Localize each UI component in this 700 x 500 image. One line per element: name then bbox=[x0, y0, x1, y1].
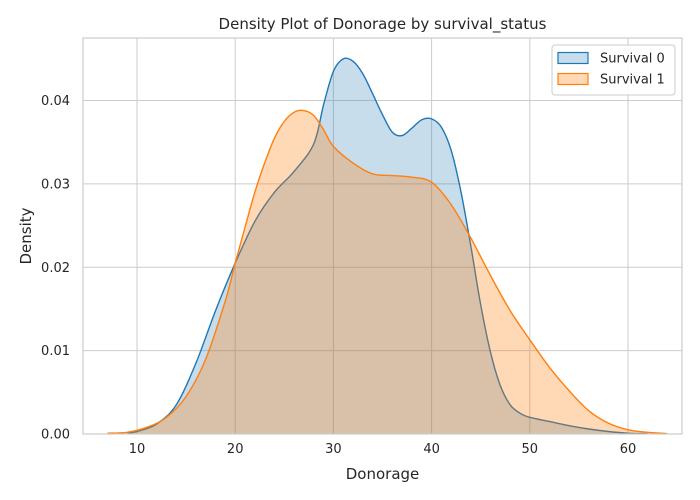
y-tick-label: 0.01 bbox=[41, 344, 70, 359]
legend-box bbox=[551, 44, 676, 96]
x-axis-label: Donorage bbox=[346, 465, 420, 483]
y-tick-label: 0.00 bbox=[41, 428, 70, 443]
density-line-series-0 bbox=[127, 57, 648, 435]
y-axis-label: Density bbox=[17, 207, 35, 264]
density-area-series-1 bbox=[107, 110, 668, 434]
legend-swatch-series-0 bbox=[557, 51, 589, 65]
y-tick-label: 0.02 bbox=[41, 261, 70, 276]
x-tick-label: 50 bbox=[522, 442, 539, 457]
x-tick-label: 10 bbox=[129, 442, 146, 457]
chart-title: Density Plot of Donorage by survival_sta… bbox=[219, 15, 547, 34]
x-tick-label: 30 bbox=[325, 442, 342, 457]
legend-swatch-series-1 bbox=[557, 72, 589, 86]
plot-border bbox=[82, 37, 683, 435]
plot-area: 10 20 30 40 50 60 0.00 0.01 0.02 0.03 0.04 bbox=[41, 37, 683, 457]
y-tick-label: 0.03 bbox=[41, 177, 70, 192]
x-tick-label: 60 bbox=[620, 442, 637, 457]
legend: Survival 0 Survival 1 bbox=[551, 44, 676, 96]
x-tick-label: 40 bbox=[423, 442, 440, 457]
legend-label-series-0: Survival 0 bbox=[600, 52, 665, 67]
x-tick-label: 20 bbox=[227, 442, 244, 457]
y-tick-label: 0.04 bbox=[41, 94, 70, 109]
density-area-series-0 bbox=[127, 58, 648, 434]
density-line-series-1 bbox=[107, 109, 668, 435]
legend-label-series-1: Survival 1 bbox=[600, 73, 665, 88]
